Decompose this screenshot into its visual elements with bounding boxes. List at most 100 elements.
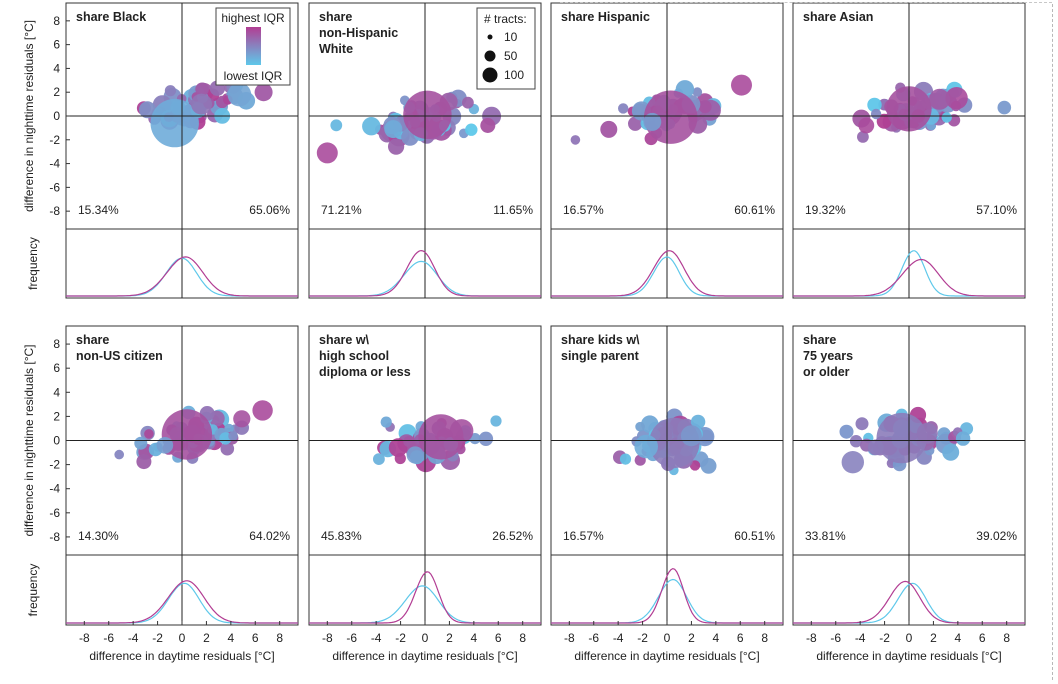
size-legend-label-50: 50 (504, 49, 518, 63)
tract-bubble (161, 409, 213, 460)
panel-title: share Hispanic (561, 10, 650, 24)
scatter-point (195, 82, 209, 97)
tract-bubble (841, 451, 864, 474)
density-curve-highest-iqr (551, 567, 783, 624)
tract-bubble (150, 98, 199, 148)
tract-bubble (731, 74, 752, 96)
panel-title: diploma or less (319, 365, 411, 379)
panel-3: share Hispanic 16.57% 60.61% (550, 2, 784, 299)
scatter-markers (316, 89, 502, 164)
percent-lower-left: 15.34% (78, 203, 119, 217)
x-axis-label: difference in daytime residuals [°C] (332, 649, 517, 663)
scatter-point (114, 449, 124, 460)
x-axis-label: difference in daytime residuals [°C] (89, 649, 274, 663)
tract-bubble (876, 412, 927, 464)
crop-border-top (560, 2, 1052, 3)
y-tick-label: -2 (49, 133, 60, 147)
x-tick-label: 4 (470, 631, 477, 645)
scatter-point (700, 458, 717, 474)
panel-title: White (319, 42, 353, 56)
scatter-markers (613, 408, 717, 476)
tract-bubble (403, 90, 452, 139)
x-axis-label: difference in daytime residuals [°C] (816, 649, 1001, 663)
size-legend-label-100: 100 (504, 68, 524, 82)
y-density-label-row-2: frequency (26, 564, 40, 617)
scatter-markers (114, 400, 273, 470)
y-tick-label: 8 (53, 337, 60, 351)
scatter-point (870, 108, 882, 120)
x-tick-label: -6 (103, 631, 114, 645)
y-tick-label: -6 (49, 180, 60, 194)
percent-lower-right: 64.02% (249, 529, 290, 543)
panel-title: share (319, 10, 352, 24)
scatter-point (839, 424, 854, 439)
panel-title: high school (319, 349, 389, 363)
x-tick-label: 6 (252, 631, 259, 645)
scatter-point (220, 441, 235, 456)
tract-bubble (634, 434, 658, 459)
panel-title: share w\ (319, 333, 370, 347)
y-tick-label: 2 (53, 85, 60, 99)
scatter-point (490, 415, 502, 427)
y-tick-label: -8 (49, 530, 60, 544)
scatter-point (403, 436, 415, 448)
y-tick-label: -2 (49, 458, 60, 472)
y-tick-label: 6 (53, 38, 60, 52)
scatter-point (997, 100, 1012, 115)
percent-lower-right: 39.02% (976, 529, 1017, 543)
panel-title: share (803, 333, 836, 347)
y-tick-label: 4 (53, 61, 60, 75)
tract-bubble (858, 117, 875, 134)
y-tick-label: -6 (49, 506, 60, 520)
y-axis-label-row-2: difference in nighttime residuals [°C] (22, 344, 36, 536)
color-legend-box (215, 7, 291, 86)
x-tick-label: 2 (930, 631, 937, 645)
x-tick-label: 0 (179, 631, 186, 645)
tract-bubble (644, 90, 698, 144)
scatter-point (867, 97, 882, 113)
y-tick-label: 6 (53, 361, 60, 375)
x-tick-label: -8 (806, 631, 817, 645)
percent-lower-right: 60.51% (734, 529, 775, 543)
x-tick-label: 4 (954, 631, 961, 645)
tract-bubble (316, 142, 338, 164)
x-tick-label: 8 (761, 631, 768, 645)
scatter-point (942, 443, 960, 461)
y-axis-label-row-1: difference in nighttime residuals [°C] (22, 20, 36, 212)
crop-border-right (1052, 4, 1053, 680)
x-tick-label: 0 (664, 631, 671, 645)
size-legend-marker-50 (484, 50, 496, 62)
percent-lower-left: 45.83% (321, 529, 362, 543)
tract-bubble (945, 87, 968, 110)
tract-bubble (227, 82, 252, 107)
y-tick-label: -8 (49, 204, 60, 218)
scatter-point (388, 138, 405, 155)
x-tick-label: -6 (588, 631, 599, 645)
density-curve-highest-iqr (793, 258, 1025, 297)
size-legend-label-10: 10 (504, 30, 518, 44)
x-tick-label: -4 (855, 631, 866, 645)
percent-lower-left: 19.32% (805, 203, 846, 217)
scatter-point (955, 431, 971, 446)
x-axis-label: difference in daytime residuals [°C] (574, 649, 759, 663)
panel-4: share Asian 19.32% 57.10% (792, 2, 1026, 299)
color-legend: highest IQR lowest IQR (215, 7, 291, 86)
percent-lower-right: 60.61% (734, 203, 775, 217)
scatter-point (254, 83, 273, 102)
x-tick-label: -8 (564, 631, 575, 645)
x-tick-label: -4 (613, 631, 624, 645)
density-curve-highest-iqr (551, 250, 783, 297)
x-tick-label: -4 (371, 631, 382, 645)
panel-2: share non-Hispanic White 71.21% 11.65% (308, 2, 542, 299)
tract-bubble (384, 120, 403, 139)
tract-bubble (233, 410, 251, 428)
x-tick-label: 2 (203, 631, 210, 645)
percent-lower-right: 11.65% (493, 203, 533, 217)
percent-lower-left: 16.57% (563, 203, 604, 217)
tract-bubble (252, 400, 273, 421)
percent-lower-right: 26.52% (492, 529, 533, 543)
